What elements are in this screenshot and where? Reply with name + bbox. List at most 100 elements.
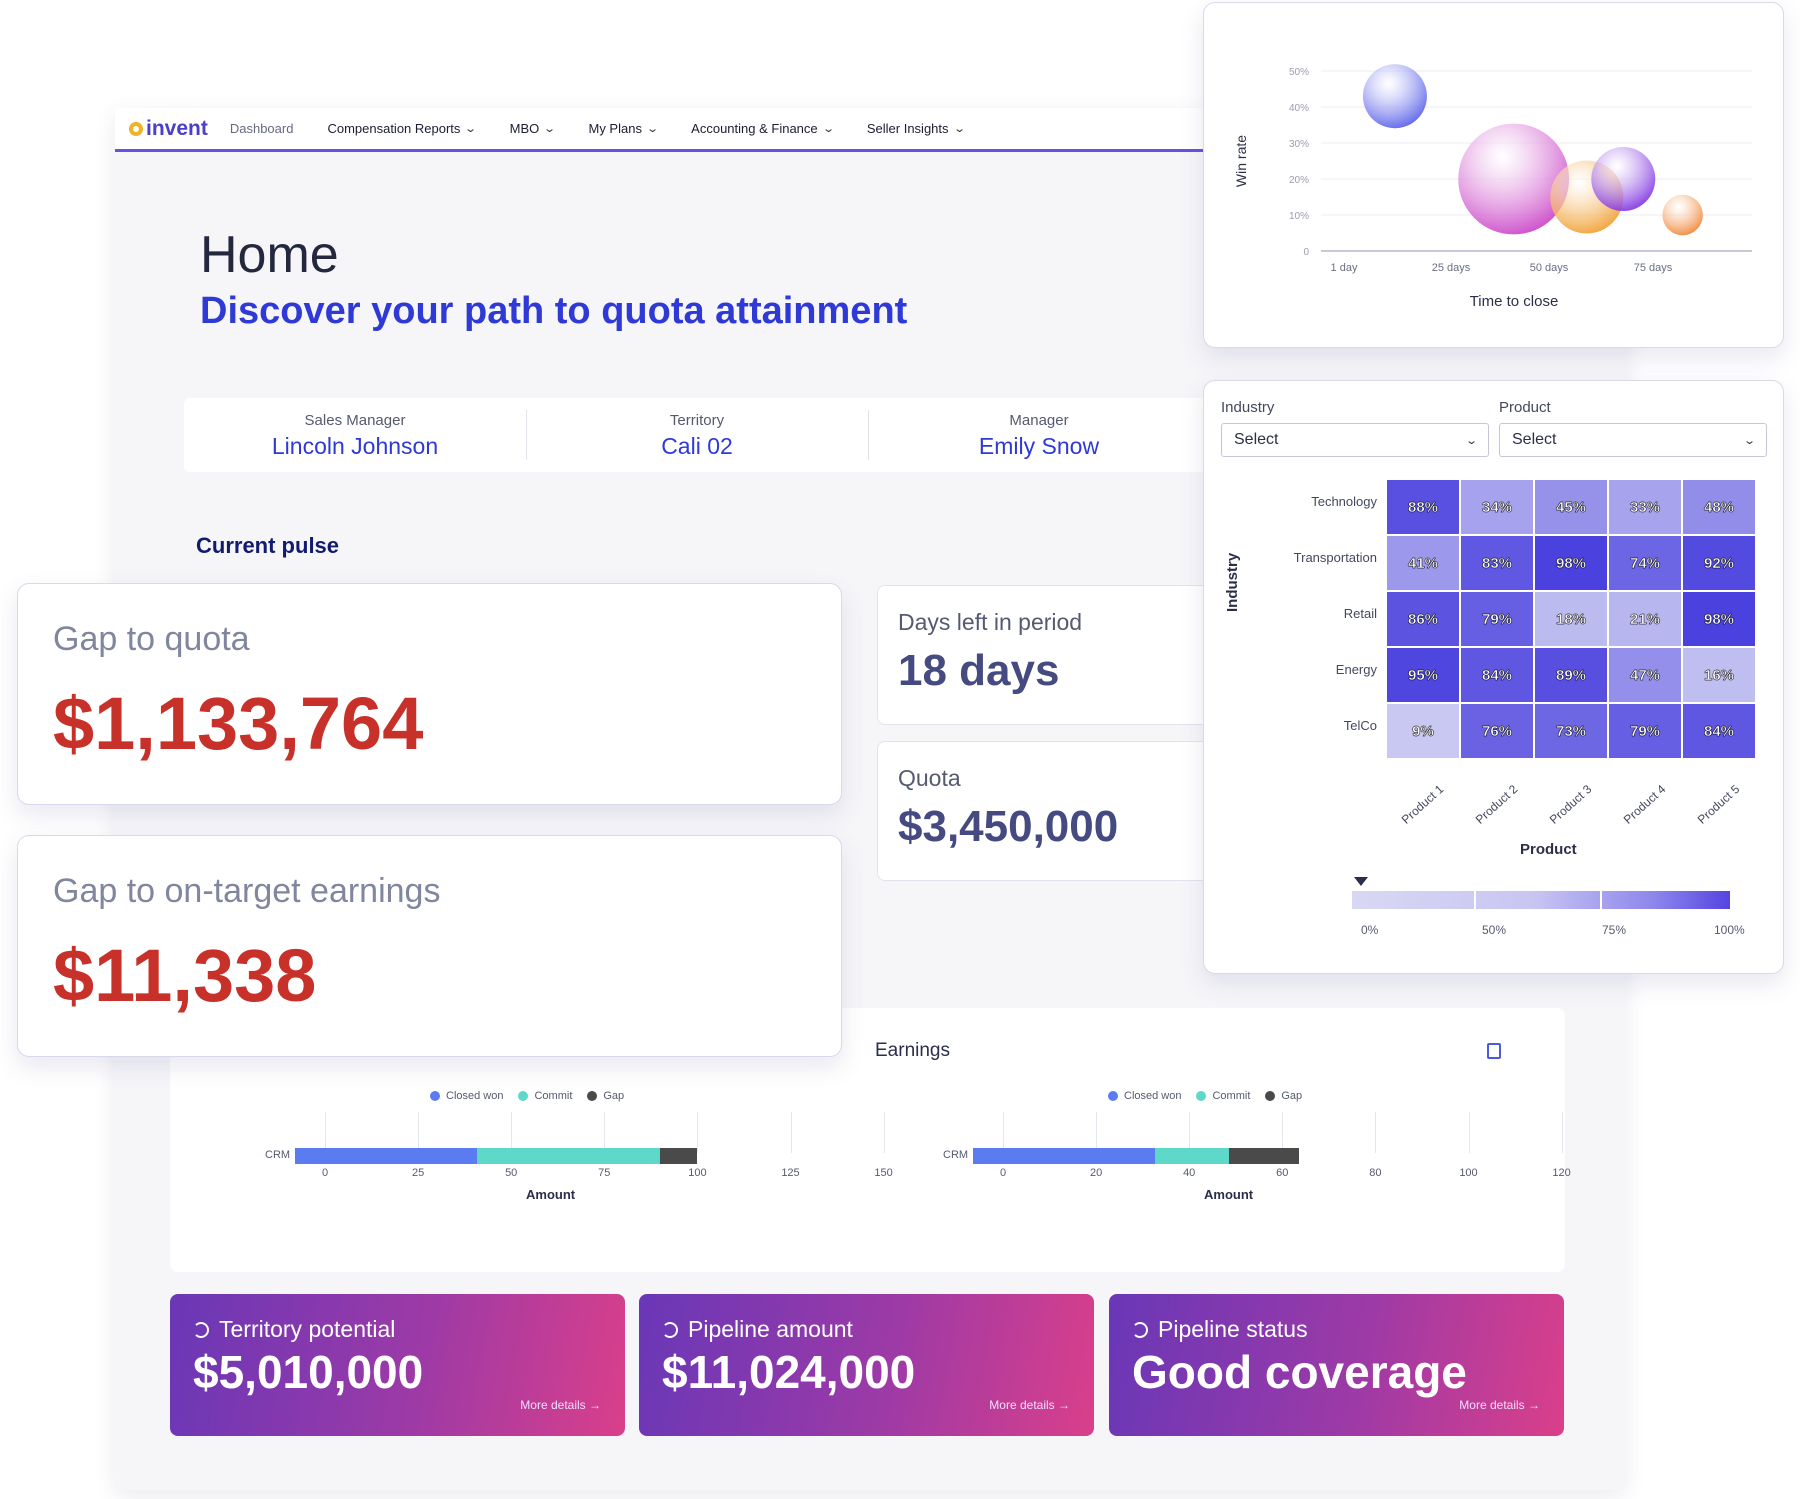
bubble-point xyxy=(1458,123,1570,235)
gridline xyxy=(511,1112,513,1153)
colorbar-divider xyxy=(1474,891,1476,909)
nav-my-plans[interactable]: My Plans ⌄ xyxy=(588,121,659,136)
chevron-down-icon: ⌄ xyxy=(1742,434,1756,447)
nav-label: Compensation Reports xyxy=(327,121,461,136)
nav-label: My Plans xyxy=(588,121,642,136)
info-value: Cali 02 xyxy=(661,433,733,459)
chevron-down-icon: ⌄ xyxy=(952,123,966,135)
chevron-down-icon: ⌄ xyxy=(464,123,478,135)
product-select[interactable]: Select ⌄ xyxy=(1499,423,1767,457)
gridline xyxy=(1561,1112,1563,1153)
gridline xyxy=(1375,1112,1377,1153)
legend-label: Gap xyxy=(603,1090,625,1102)
info-territory: Territory Cali 02 xyxy=(526,398,868,472)
heatmap-cell: 86% xyxy=(1387,592,1459,646)
x-tick-label: 150 xyxy=(874,1167,893,1179)
legend-item: Closed won xyxy=(1108,1090,1181,1102)
heatmap-row-label: Transportation xyxy=(1293,550,1377,565)
card-label: Gap to quota xyxy=(53,620,250,658)
legend-swatch xyxy=(1196,1091,1207,1101)
promo-value: $5,010,000 xyxy=(193,1346,424,1398)
heatmap-cell: 47% xyxy=(1609,648,1681,702)
y-tick-label: 10% xyxy=(1289,211,1309,222)
pipeline-status-card[interactable]: Pipeline status Good coverage More detai… xyxy=(1109,1294,1564,1436)
x-axis-title: Amount xyxy=(1204,1187,1254,1202)
nav-mbo[interactable]: MBO ⌄ xyxy=(510,121,557,136)
more-details-link[interactable]: More details → xyxy=(520,1398,601,1412)
gridline xyxy=(604,1112,606,1153)
quota-card: Quota $3,450,000 xyxy=(877,741,1217,881)
legend-item: Commit xyxy=(1196,1090,1250,1102)
info-strip: Sales Manager Lincoln Johnson Territory … xyxy=(184,398,1210,472)
heatmap-cell: 9% xyxy=(1387,704,1459,758)
colorbar-tick-label: 75% xyxy=(1602,923,1627,937)
nav-compensation-reports[interactable]: Compensation Reports ⌄ xyxy=(327,121,478,136)
bubble-point xyxy=(1591,147,1656,211)
heatmap-cell: 84% xyxy=(1683,704,1755,758)
chevron-down-icon: ⌄ xyxy=(543,123,557,135)
page-subtitle: Discover your path to quota attainment xyxy=(200,290,908,332)
bar-segment-commit xyxy=(1154,1148,1229,1164)
heatmap-row-label: TelCo xyxy=(1343,718,1377,733)
export-icon[interactable] xyxy=(1487,1043,1501,1059)
days-left-card: Days left in period 18 days xyxy=(877,585,1217,725)
section-title: Current pulse xyxy=(196,533,340,558)
card-value: 18 days xyxy=(898,646,1060,695)
x-tick-label: 125 xyxy=(781,1167,800,1179)
heatmap-cell: 18% xyxy=(1535,592,1607,646)
logo[interactable]: invent xyxy=(129,117,208,141)
x-tick-label: 100 xyxy=(688,1167,707,1179)
x-tick-label: 25 xyxy=(411,1167,425,1179)
territory-potential-card[interactable]: Territory potential $5,010,000 More deta… xyxy=(170,1294,625,1436)
heatmap-cell: 84% xyxy=(1461,648,1533,702)
heatmap-row-label: Technology xyxy=(1311,494,1377,509)
x-tick-label: 60 xyxy=(1276,1167,1289,1179)
nav-dashboard[interactable]: Dashboard xyxy=(230,121,294,136)
promo-label: Pipeline amount xyxy=(662,1316,1071,1343)
nav-accounting-finance[interactable]: Accounting & Finance ⌄ xyxy=(691,121,835,136)
x-tick-label: 20 xyxy=(1089,1167,1103,1179)
y-tick-label: 40% xyxy=(1289,103,1309,114)
x-tick-label: 50 xyxy=(505,1167,518,1179)
y-axis-title: Win rate xyxy=(1233,135,1249,187)
bubble-point xyxy=(1362,64,1427,129)
heatmap-cell: 98% xyxy=(1535,536,1607,590)
x-tick-label: 1 day xyxy=(1331,262,1358,274)
industry-select[interactable]: Select ⌄ xyxy=(1221,423,1489,457)
legend-item: Commit xyxy=(518,1090,572,1102)
gridline xyxy=(790,1112,792,1153)
heatmap-cell: 74% xyxy=(1609,536,1681,590)
heatmap-card: Industry Select ⌄ Product Select ⌄ Techn… xyxy=(1203,380,1784,974)
x-axis-title: Product xyxy=(1520,841,1577,858)
y-axis-title: Industry xyxy=(1224,552,1241,612)
heatmap-cell: 83% xyxy=(1461,536,1533,590)
pipeline-amount-card[interactable]: Pipeline amount $11,024,000 More details… xyxy=(639,1294,1094,1436)
heatmap-cell: 95% xyxy=(1387,648,1459,702)
more-details-link[interactable]: More details → xyxy=(989,1398,1070,1412)
card-label: Quota xyxy=(898,765,961,791)
more-details-link[interactable]: More details → xyxy=(1459,1398,1540,1412)
promo-label-text: Territory potential xyxy=(219,1316,396,1342)
nav-label: Seller Insights xyxy=(866,121,949,136)
card-label: Days left in period xyxy=(898,609,1083,635)
promo-label-text: Pipeline amount xyxy=(688,1316,853,1342)
select-value: Select xyxy=(1234,431,1279,448)
legend-item: Gap xyxy=(587,1090,624,1102)
card-label: Gap to on-target earnings xyxy=(53,872,441,910)
spinner-icon xyxy=(193,1321,209,1338)
heatmap-cell: 79% xyxy=(1461,592,1533,646)
nav-seller-insights[interactable]: Seller Insights ⌄ xyxy=(866,121,966,136)
y-tick-label: 30% xyxy=(1289,139,1309,150)
gap-to-quota-card: Gap to quota $1,133,764 xyxy=(17,583,842,805)
logo-icon xyxy=(129,121,143,136)
chevron-down-icon: ⌄ xyxy=(821,123,835,135)
bubble-chart: 0 10% 20% 30% 40% 50% 1 day 25 days 50 days 75 da… xyxy=(1233,64,1752,310)
info-sales-manager: Sales Manager Lincoln Johnson xyxy=(184,398,526,472)
x-tick-label: 120 xyxy=(1552,1167,1571,1179)
heatmap-cell: 98% xyxy=(1683,592,1755,646)
legend-item: Gap xyxy=(1265,1090,1302,1102)
heatmap-row-label: Retail xyxy=(1343,606,1377,621)
card-value: $11,338 xyxy=(53,934,317,1017)
legend-item: Closed won xyxy=(430,1090,503,1102)
industry-filter-label: Industry xyxy=(1221,399,1275,416)
